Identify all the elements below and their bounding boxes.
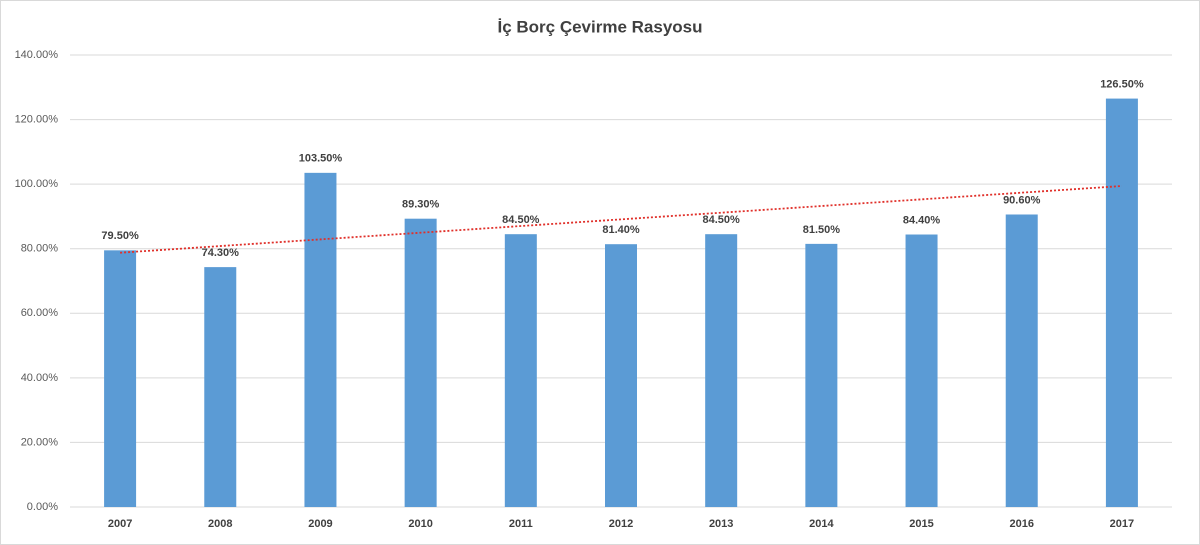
- data-label: 84.40%: [903, 214, 941, 226]
- data-label: 81.50%: [803, 224, 841, 236]
- data-label: 84.50%: [703, 214, 741, 226]
- bar: [104, 250, 137, 508]
- data-label: 84.50%: [502, 214, 540, 226]
- bar: [1005, 214, 1038, 507]
- bar: [705, 234, 738, 507]
- bar: [304, 172, 337, 508]
- trendline: [120, 185, 1122, 254]
- y-tick-label: 140.00%: [15, 49, 59, 61]
- x-tick-label: 2011: [509, 518, 533, 530]
- data-label: 103.50%: [299, 153, 343, 165]
- y-tick-label: 60.00%: [21, 307, 59, 319]
- bar: [905, 234, 938, 507]
- y-tick-label: 40.00%: [21, 372, 59, 384]
- bar: [805, 243, 838, 507]
- bar: [204, 267, 237, 507]
- bar: [504, 234, 537, 507]
- data-label: 126.50%: [1100, 78, 1144, 90]
- data-label: 79.50%: [101, 230, 139, 242]
- data-label: 81.40%: [602, 224, 640, 236]
- x-tick-label: 2014: [809, 518, 834, 530]
- y-tick-label: 0.00%: [27, 501, 58, 513]
- x-tick-label: 2009: [308, 518, 332, 530]
- x-tick-label: 2013: [709, 518, 733, 530]
- bar: [605, 244, 637, 508]
- x-tick-label: 2008: [208, 518, 232, 530]
- y-tick-label: 80.00%: [21, 243, 59, 255]
- bar: [404, 218, 437, 507]
- bar: [1105, 98, 1138, 507]
- x-tick-label: 2015: [909, 518, 933, 530]
- data-label: 74.30%: [202, 247, 240, 259]
- chart-title: İç Borç Çevirme Rasyosu: [497, 17, 702, 36]
- y-tick-label: 120.00%: [15, 113, 59, 125]
- x-tick-label: 2017: [1110, 518, 1134, 530]
- data-label: 89.30%: [402, 199, 440, 211]
- x-tick-label: 2007: [108, 518, 132, 530]
- data-label: 90.60%: [1003, 194, 1041, 206]
- x-tick-label: 2016: [1009, 518, 1033, 530]
- x-tick-label: 2012: [609, 518, 633, 530]
- y-tick-label: 100.00%: [15, 178, 59, 190]
- y-tick-label: 20.00%: [21, 436, 59, 448]
- x-tick-label: 2010: [408, 518, 432, 530]
